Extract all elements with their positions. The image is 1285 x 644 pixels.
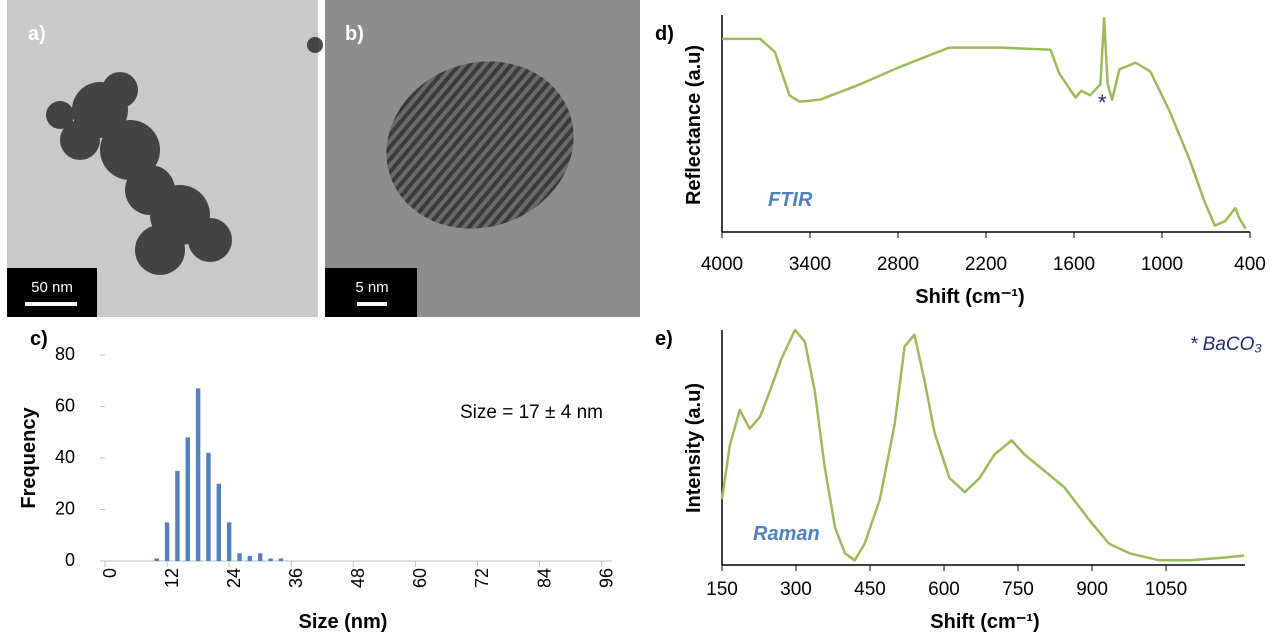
x-axis-label: Shift (cm⁻¹)	[915, 286, 1024, 308]
y-axis-label: Frequency	[18, 407, 40, 509]
y-axis-label: Reflectance (a.u)	[683, 45, 705, 205]
x-tick-label: 72	[472, 568, 492, 588]
bar	[237, 553, 242, 561]
data-line	[722, 17, 1247, 230]
bar	[206, 452, 211, 561]
x-tick-label: 96	[596, 568, 616, 588]
x-tick-label: 450	[854, 579, 886, 600]
y-tick-label: 40	[55, 447, 75, 467]
annotation: *	[1097, 90, 1107, 115]
x-tick-label: 750	[1002, 579, 1034, 600]
x-tick-label: 60	[410, 568, 430, 588]
bar	[175, 470, 180, 561]
scale-bar-label: 50 nm	[31, 279, 73, 296]
x-axis-label: Shift (cm⁻¹)	[930, 611, 1039, 633]
tem-image-a	[7, 0, 323, 317]
bar	[185, 437, 190, 561]
x-tick-label: 24	[224, 568, 244, 588]
x-tick-label: 12	[162, 568, 182, 588]
data-line	[720, 328, 1245, 562]
y-axis-label: Intensity (a.u)	[683, 383, 705, 513]
x-tick-label: 36	[286, 568, 306, 588]
panel-label: c)	[30, 328, 48, 350]
x-tick-label: 2800	[877, 254, 919, 275]
y-tick-label: 0	[65, 550, 75, 570]
x-tick-label: 3400	[789, 254, 831, 275]
x-tick-label: 84	[534, 568, 554, 588]
x-tick-label: 0	[100, 568, 120, 578]
annotation: Size = 17 ± 4 nm	[460, 402, 603, 423]
bar	[247, 555, 253, 561]
panel-label: a)	[28, 23, 46, 45]
panel-label: b)	[345, 23, 364, 45]
x-tick-label: 2200	[965, 254, 1007, 275]
bar	[195, 388, 201, 561]
bar	[278, 558, 284, 561]
x-tick-label: 4000	[701, 254, 743, 275]
bar	[164, 522, 170, 561]
chart-label: Raman	[753, 523, 820, 545]
x-tick-label: 600	[928, 579, 960, 600]
x-tick-label: 900	[1076, 579, 1108, 600]
bar	[154, 558, 159, 561]
x-tick-label: 300	[780, 579, 812, 600]
x-tick-label: 1050	[1145, 579, 1187, 600]
tem-image-b	[325, 0, 640, 317]
bar	[258, 553, 263, 561]
y-tick-label: 60	[55, 395, 75, 415]
x-tick-label: 150	[706, 579, 738, 600]
annotation: * BaCO₃	[1190, 334, 1262, 355]
panel-label: d)	[655, 23, 674, 45]
bar	[226, 522, 232, 561]
panel-label: e)	[655, 328, 673, 350]
scale-bar-label: 5 nm	[355, 279, 388, 296]
bar	[268, 558, 273, 561]
x-axis-label: Size (nm)	[299, 611, 388, 633]
chart-label: FTIR	[768, 189, 813, 211]
x-tick-label: 1000	[1141, 254, 1183, 275]
y-tick-label: 80	[55, 344, 75, 364]
y-tick-label: 20	[55, 498, 75, 518]
x-tick-label: 48	[348, 568, 368, 588]
x-tick-label: 1600	[1053, 254, 1095, 275]
bar	[216, 483, 222, 561]
x-tick-label: 400	[1234, 254, 1266, 275]
